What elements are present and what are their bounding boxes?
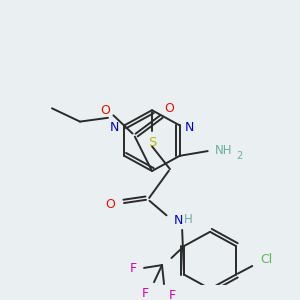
- Text: 2: 2: [237, 151, 243, 161]
- Text: NH: NH: [215, 144, 232, 157]
- Text: N: N: [173, 214, 183, 227]
- Text: N: N: [185, 121, 194, 134]
- Text: H: H: [184, 213, 192, 226]
- Text: F: F: [130, 262, 136, 275]
- Text: S: S: [148, 136, 156, 149]
- Text: N: N: [110, 121, 119, 134]
- Text: F: F: [142, 287, 148, 300]
- Text: O: O: [164, 102, 174, 115]
- Text: F: F: [169, 289, 176, 300]
- Text: Cl: Cl: [260, 253, 272, 266]
- Text: O: O: [100, 104, 110, 117]
- Text: O: O: [105, 198, 115, 211]
